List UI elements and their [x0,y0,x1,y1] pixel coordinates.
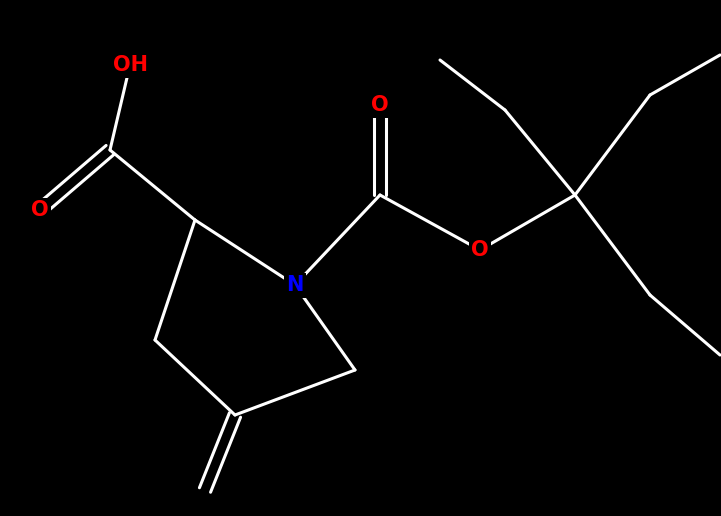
Text: N: N [286,275,304,295]
Text: O: O [31,200,49,220]
Text: OH: OH [112,55,148,75]
Text: O: O [371,95,389,115]
Text: O: O [472,240,489,260]
